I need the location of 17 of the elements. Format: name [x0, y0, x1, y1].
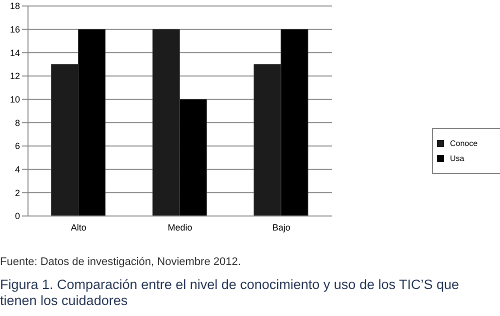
legend-label: Usa [450, 154, 464, 163]
y-tick-label: 14 [10, 48, 20, 58]
source-note: Fuente: Datos de investigación, Noviembre 2012. [0, 256, 241, 268]
y-tick-label: 6 [14, 141, 20, 152]
x-tick-label: Alto [70, 222, 86, 232]
y-tick-label: 0 [14, 211, 20, 222]
y-tick-label: 10 [10, 94, 20, 105]
y-tick-label: 16 [10, 24, 20, 35]
y-tick-label: 2 [14, 188, 20, 198]
legend-label: Conoce [450, 139, 478, 148]
x-tick-label: Bajo [272, 222, 290, 232]
x-tick-label: Medio [168, 222, 192, 232]
y-tick-label: 8 [14, 118, 20, 128]
y-tick-label: 4 [14, 164, 20, 175]
text: Figura 1. Comparación entre el nivel de conocimiento y uso de los TIC’S que tienen los cuidadores [0, 277, 460, 309]
y-tick-label: 12 [10, 71, 20, 82]
y-tick-label: 18 [10, 1, 20, 12]
